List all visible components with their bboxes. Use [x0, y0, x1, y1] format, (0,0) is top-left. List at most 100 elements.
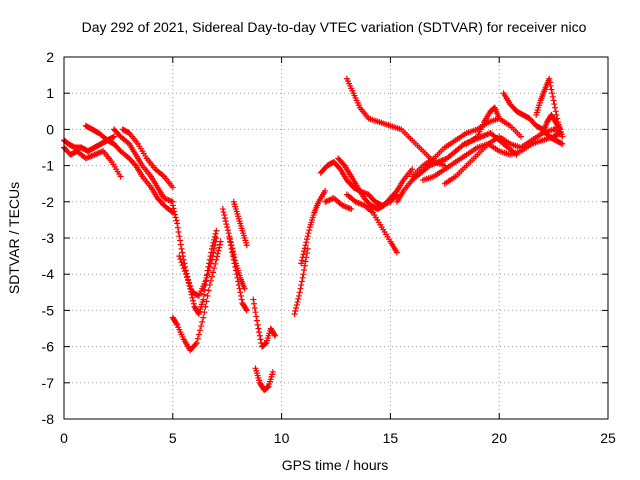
data-point	[202, 303, 209, 310]
data-point	[194, 335, 201, 342]
data-point	[559, 133, 566, 140]
data-point	[198, 323, 205, 330]
data-point	[169, 184, 176, 191]
data-point	[297, 285, 304, 292]
series-track-13	[252, 365, 276, 394]
x-tick-label: 25	[600, 430, 616, 446]
data-point	[204, 292, 211, 299]
data-point	[213, 235, 220, 241]
data-point	[200, 314, 207, 321]
y-tick-label: -8	[42, 411, 55, 427]
data-point	[202, 278, 209, 285]
data-point	[207, 260, 214, 267]
data-point	[302, 242, 309, 249]
data-point	[219, 206, 226, 213]
data-point	[178, 259, 185, 266]
data-point	[300, 271, 307, 278]
data-point	[170, 205, 177, 212]
data-point	[296, 289, 303, 296]
data-point	[336, 165, 343, 172]
y-tick-label: -7	[42, 375, 55, 391]
data-point	[220, 209, 227, 216]
series-track-1	[61, 144, 124, 180]
data-points	[61, 75, 566, 394]
data-point	[340, 161, 347, 168]
data-point	[175, 228, 182, 235]
data-point	[169, 202, 176, 209]
data-point	[235, 278, 242, 285]
data-point	[205, 267, 212, 274]
data-point	[214, 253, 221, 260]
data-point	[226, 235, 233, 241]
data-point	[185, 277, 192, 284]
data-point	[217, 238, 224, 245]
data-point	[213, 227, 220, 234]
data-point	[195, 331, 202, 338]
series-track-19	[322, 195, 355, 213]
data-point	[230, 256, 237, 263]
y-tick-label: -3	[42, 230, 55, 246]
x-tick-label: 15	[383, 430, 399, 446]
series-track-18	[343, 191, 400, 256]
data-point	[305, 230, 312, 237]
y-tick-label: 0	[46, 121, 54, 137]
data-point	[254, 321, 261, 328]
data-point	[256, 329, 263, 336]
data-point	[210, 269, 217, 276]
data-point	[211, 242, 218, 249]
y-tick-label: -5	[42, 302, 55, 318]
data-point	[557, 126, 564, 133]
data-point	[301, 266, 308, 273]
data-point	[252, 309, 259, 316]
data-point	[203, 298, 210, 305]
data-point	[291, 311, 298, 318]
data-point	[548, 86, 555, 93]
series-track-9	[219, 206, 248, 292]
data-point	[131, 161, 138, 168]
x-tick-label: 5	[169, 430, 177, 446]
data-point	[179, 249, 186, 256]
y-tick-label: -6	[42, 339, 55, 355]
data-point	[222, 215, 229, 222]
data-point	[496, 115, 503, 122]
data-point	[171, 211, 178, 218]
data-point	[556, 125, 563, 132]
data-point	[181, 268, 188, 275]
data-point	[224, 227, 231, 234]
series-track-14	[291, 245, 311, 318]
data-point	[298, 257, 305, 264]
data-point	[234, 274, 241, 281]
axis-ticks	[63, 56, 609, 420]
data-point	[199, 318, 206, 325]
data-point	[187, 283, 194, 290]
x-tick-label: 20	[491, 430, 507, 446]
series-track-28	[539, 111, 564, 137]
data-point	[208, 256, 215, 263]
data-point	[177, 256, 184, 263]
data-point	[233, 271, 240, 278]
data-point	[243, 242, 250, 249]
data-point	[255, 325, 262, 332]
data-point	[205, 287, 212, 294]
series-track-8	[176, 235, 220, 299]
data-point	[553, 111, 560, 118]
data-point	[241, 285, 248, 292]
data-point	[551, 101, 558, 108]
chart-title: Day 292 of 2021, Sidereal Day-to-day VTE…	[82, 19, 587, 35]
data-point	[558, 140, 565, 147]
data-point	[109, 134, 116, 141]
data-point	[200, 296, 207, 303]
data-point	[111, 133, 118, 140]
data-point	[348, 206, 355, 213]
data-point	[298, 278, 305, 285]
data-point	[549, 93, 556, 100]
data-point	[117, 173, 124, 180]
data-point	[176, 233, 183, 240]
data-point	[232, 263, 239, 270]
data-point	[295, 295, 302, 302]
data-point	[176, 253, 183, 260]
data-point	[203, 274, 210, 281]
data-point	[192, 341, 199, 348]
data-point	[173, 320, 180, 327]
